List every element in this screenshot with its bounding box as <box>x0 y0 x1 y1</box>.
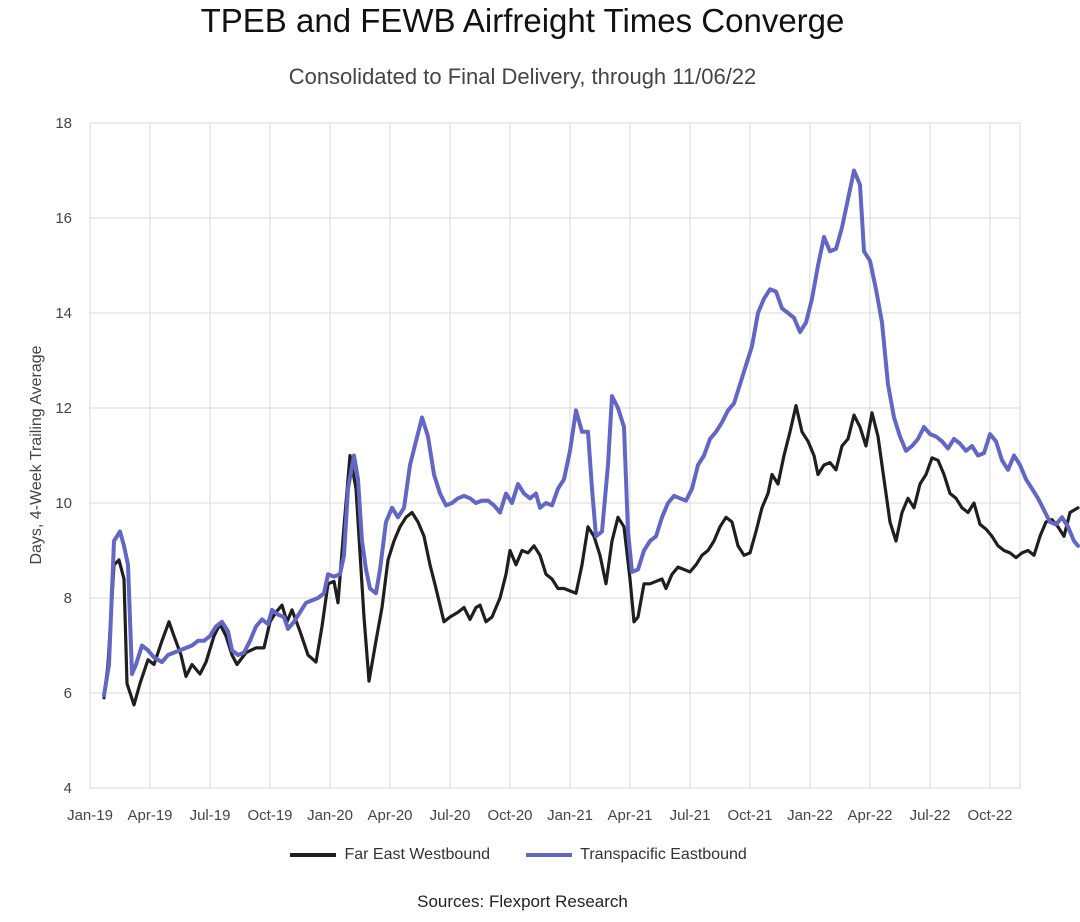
x-tick-label: Jan-22 <box>787 807 833 824</box>
x-tick-label: Jul-19 <box>190 807 231 824</box>
series-group <box>102 168 1080 707</box>
grid <box>89 122 1021 789</box>
y-axis: 4 6 8 10 12 14 16 18 <box>55 115 72 797</box>
y-tick-label: 6 <box>64 685 72 702</box>
x-tick-label: Oct-19 <box>247 807 292 824</box>
x-tick-label: Apr-22 <box>847 807 892 824</box>
y-tick-label: 14 <box>55 305 72 322</box>
source-note: Sources: Flexport Research <box>417 892 628 911</box>
x-tick-label: Jan-19 <box>67 807 113 824</box>
y-tick-label: 4 <box>64 780 72 797</box>
y-tick-label: 12 <box>55 400 72 417</box>
x-tick-label: Apr-19 <box>127 807 172 824</box>
legend-label-transpacific-eastbound: Transpacific Eastbound <box>580 846 747 863</box>
y-tick-label: 10 <box>55 495 72 512</box>
x-tick-label: Oct-21 <box>727 807 772 824</box>
x-tick-label: Jan-21 <box>547 807 593 824</box>
chart-subtitle: Consolidated to Final Delivery, through … <box>288 64 757 89</box>
y-tick-label: 16 <box>55 210 72 227</box>
y-tick-label: 18 <box>55 115 72 132</box>
series-line-transpacific-eastbound <box>102 168 1080 698</box>
legend-swatch-transpacific-eastbound <box>526 852 572 857</box>
legend-item-far-east-westbound: Far East Westbound <box>290 846 490 864</box>
x-tick-label: Jul-21 <box>670 807 711 824</box>
y-axis-label: Days, 4-Week Trailing Average <box>28 345 45 564</box>
legend-swatch-far-east-westbound <box>290 852 336 857</box>
y-tick-label: 8 <box>64 590 72 607</box>
x-tick-label: Jul-22 <box>910 807 951 824</box>
legend-label-far-east-westbound: Far East Westbound <box>344 846 491 863</box>
x-tick-label: Apr-20 <box>367 807 412 824</box>
chart-title: TPEB and FEWB Airfreight Times Converge <box>200 2 845 39</box>
x-tick-label: Oct-22 <box>967 807 1012 824</box>
x-tick-label: Jul-20 <box>430 807 471 824</box>
x-tick-label: Oct-20 <box>487 807 532 824</box>
legend-item-transpacific-eastbound: Transpacific Eastbound <box>526 846 747 864</box>
x-tick-label: Apr-21 <box>607 807 652 824</box>
x-axis: Jan-19 Apr-19 Jul-19 Oct-19 Jan-20 Apr-20 Jul-… <box>67 807 1012 824</box>
x-tick-label: Jan-20 <box>307 807 353 824</box>
